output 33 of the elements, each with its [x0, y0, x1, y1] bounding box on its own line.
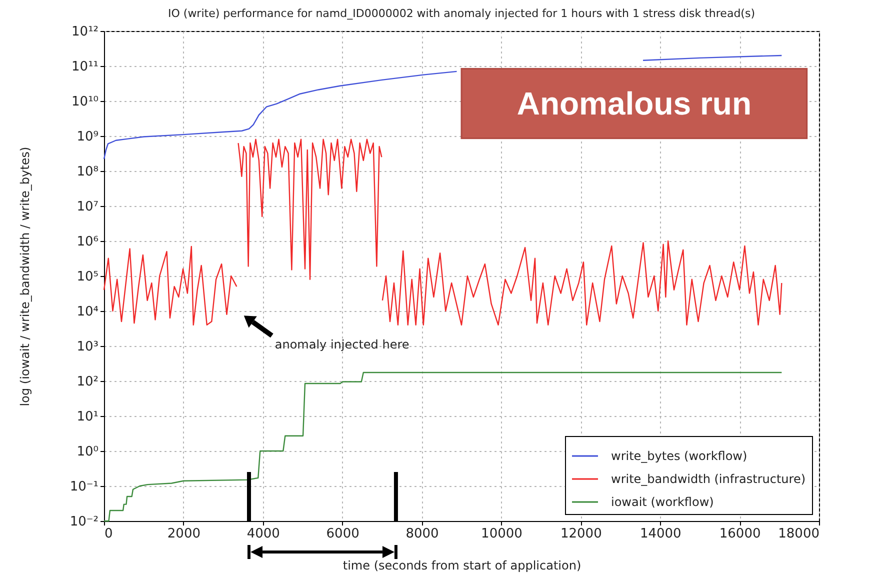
- x-tick-label: 12000: [560, 526, 602, 542]
- y-tick-label: 10⁸: [76, 164, 98, 180]
- x-axis-title: time (seconds from start of application): [342, 558, 582, 572]
- annotation: anomaly injected here: [274, 338, 410, 352]
- y-tick-label: 10¹²: [72, 24, 98, 40]
- y-tick-label: 10⁻¹: [70, 480, 98, 494]
- y-axis-title: log (iowait / write_bandwidth / write_bytes): [18, 146, 32, 406]
- y-tick-label: 10¹: [76, 410, 98, 424]
- x-tick-label: 4000: [246, 526, 280, 542]
- annotation: Anomalous run: [516, 86, 752, 122]
- y-tick-label: 10¹¹: [72, 60, 98, 74]
- x-tick-label: 10000: [481, 526, 522, 542]
- legend-label: write_bandwidth (infrastructure): [611, 472, 806, 486]
- x-tick-label: 18000: [778, 526, 820, 542]
- y-tick-label: 10³: [76, 340, 98, 354]
- legend-label: iowait (workflow): [611, 495, 714, 509]
- x-tick-label: 6000: [326, 526, 360, 542]
- y-tick-label: 10²: [76, 374, 98, 390]
- y-tick-label: 10⁶: [76, 234, 98, 250]
- y-tick-label: 10¹⁰: [72, 94, 98, 110]
- y-tick-label: 10⁰: [76, 444, 98, 460]
- x-tick-label: 8000: [406, 526, 439, 542]
- y-tick-label: 10⁻²: [70, 514, 98, 530]
- y-tick-label: 10⁴: [76, 304, 98, 320]
- x-tick-label: 2000: [167, 526, 200, 542]
- x-tick-label: 16000: [719, 526, 761, 542]
- y-tick-label: 10⁷: [76, 200, 98, 214]
- y-tick-label: 10⁹: [76, 130, 98, 144]
- y-tick-label: 10⁵: [76, 270, 98, 284]
- x-tick-label: 0: [104, 526, 113, 542]
- legend-label: write_bytes (workflow): [611, 449, 748, 463]
- chart-title: IO (write) performance for namd_ID0000002 with anomaly injected for 1 hours with 1 stress disk thread(s): [168, 7, 755, 20]
- x-tick-label: 14000: [640, 526, 682, 542]
